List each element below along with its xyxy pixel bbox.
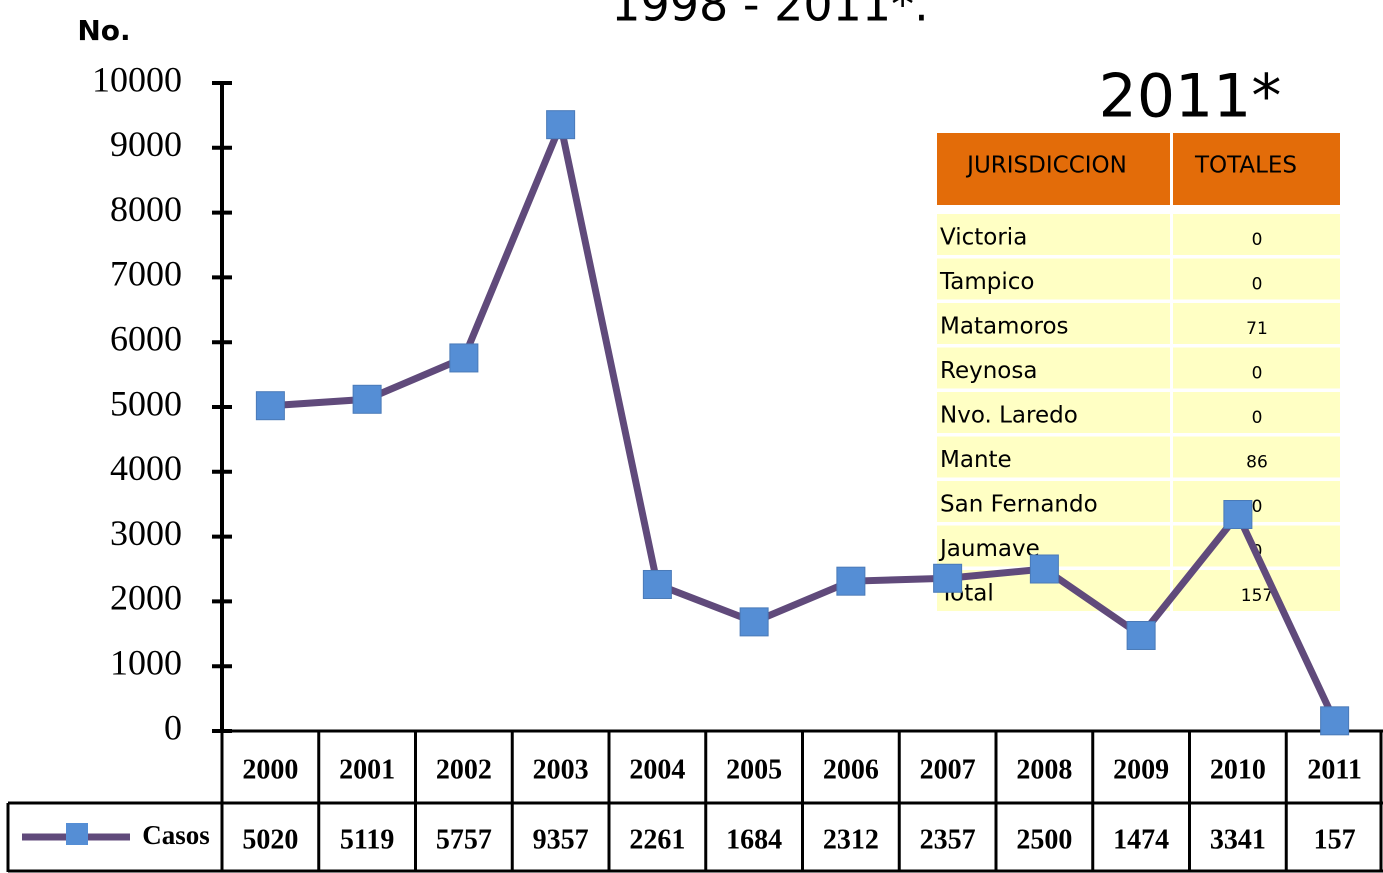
table-row <box>937 481 1170 522</box>
y-tick-label: 3000 <box>110 513 182 553</box>
marker <box>1320 706 1350 736</box>
table-row <box>1173 570 1340 611</box>
marker <box>449 343 479 373</box>
x-tick-label: 2007 <box>920 754 976 785</box>
table-value: 1474 <box>1113 824 1169 855</box>
legend-marker <box>66 823 88 845</box>
table-row <box>937 303 1170 344</box>
table-value: 9357 <box>533 824 589 855</box>
table-cell: Tampico <box>939 269 1034 295</box>
table-cell: 157 <box>1241 586 1273 606</box>
annotation: 2011* <box>1099 62 1282 132</box>
table-cell: 0 <box>1252 364 1263 384</box>
table-cell: Jaumave <box>938 536 1040 562</box>
table-cell: Nvo. Laredo <box>940 403 1078 429</box>
y-tick-label: 9000 <box>110 124 182 164</box>
table-header-text: TOTALES <box>1194 153 1297 179</box>
table-cell: 0 <box>1252 408 1263 428</box>
table-row <box>937 392 1170 433</box>
table-cell: 0 <box>1252 275 1263 295</box>
marker <box>739 607 769 637</box>
x-tick-label: 2005 <box>726 754 782 785</box>
marker <box>546 110 576 140</box>
y-tick-label: 0 <box>164 707 182 747</box>
x-tick-label: 2008 <box>1016 754 1072 785</box>
table-value: 2357 <box>920 824 976 855</box>
table-cell: Victoria <box>940 225 1027 251</box>
x-tick-label: 2010 <box>1210 754 1266 785</box>
table-cell: 0 <box>1252 497 1263 517</box>
chart-title: 1998 - 2011*. <box>611 0 929 32</box>
y-tick-label: 2000 <box>110 578 182 618</box>
y-tick-label: 7000 <box>110 254 182 294</box>
table-row <box>937 436 1170 478</box>
y-axis-label: No. <box>77 14 130 47</box>
x-tick-label: 2004 <box>629 754 685 785</box>
y-tick-label: 8000 <box>110 189 182 229</box>
table-value: 157 <box>1314 824 1356 855</box>
table-row <box>937 258 1170 300</box>
table-value: 2500 <box>1016 824 1072 855</box>
table-row <box>1173 258 1340 300</box>
x-tick-label: 2011 <box>1307 754 1361 785</box>
x-tick-label: 2000 <box>242 754 298 785</box>
y-tick-label: 5000 <box>110 383 182 423</box>
table-row <box>1173 303 1340 344</box>
table-cell: 0 <box>1252 230 1263 250</box>
table-cell: San Fernando <box>940 492 1098 518</box>
table-value: 5020 <box>242 824 298 855</box>
y-tick-label: 4000 <box>110 448 182 488</box>
x-tick-label: 2003 <box>533 754 589 785</box>
table-cell: Mante <box>940 447 1012 473</box>
marker <box>1223 500 1253 530</box>
table-value: 1684 <box>726 824 782 855</box>
marker <box>1126 620 1156 650</box>
x-tick-label: 2009 <box>1113 754 1169 785</box>
table-row <box>1173 347 1340 389</box>
table-value: 3341 <box>1210 824 1266 855</box>
table-cell: 86 <box>1246 453 1268 473</box>
y-tick-label: 10000 <box>92 59 182 99</box>
table-value: 5119 <box>340 824 394 855</box>
table-value: 2312 <box>823 824 879 855</box>
table-cell: Matamoros <box>940 314 1069 340</box>
table-row <box>1173 392 1340 433</box>
table-row <box>937 347 1170 389</box>
x-tick-label: 2001 <box>339 754 395 785</box>
legend-label: Casos <box>142 820 210 850</box>
table-header <box>937 133 1170 205</box>
table-value: 5757 <box>436 824 492 855</box>
table-cell: 71 <box>1246 319 1268 339</box>
marker <box>933 563 963 593</box>
series-line <box>270 112 1338 723</box>
table-value: 2261 <box>629 824 685 855</box>
marker <box>642 569 672 599</box>
table-row <box>1173 436 1340 478</box>
x-tick-label: 2006 <box>823 754 879 785</box>
y-tick-label: 6000 <box>110 318 182 358</box>
marker <box>1029 554 1059 584</box>
table-header-text: JURISDICCION <box>965 153 1127 179</box>
y-tick-label: 1000 <box>110 642 182 682</box>
table-cell: Reynosa <box>940 358 1037 384</box>
x-tick-label: 2002 <box>436 754 492 785</box>
table-row <box>1173 481 1340 522</box>
table-header <box>1173 133 1340 205</box>
table-row <box>1173 214 1340 255</box>
marker <box>352 384 382 414</box>
marker <box>836 566 866 596</box>
marker <box>255 391 285 421</box>
table-row <box>937 214 1170 255</box>
